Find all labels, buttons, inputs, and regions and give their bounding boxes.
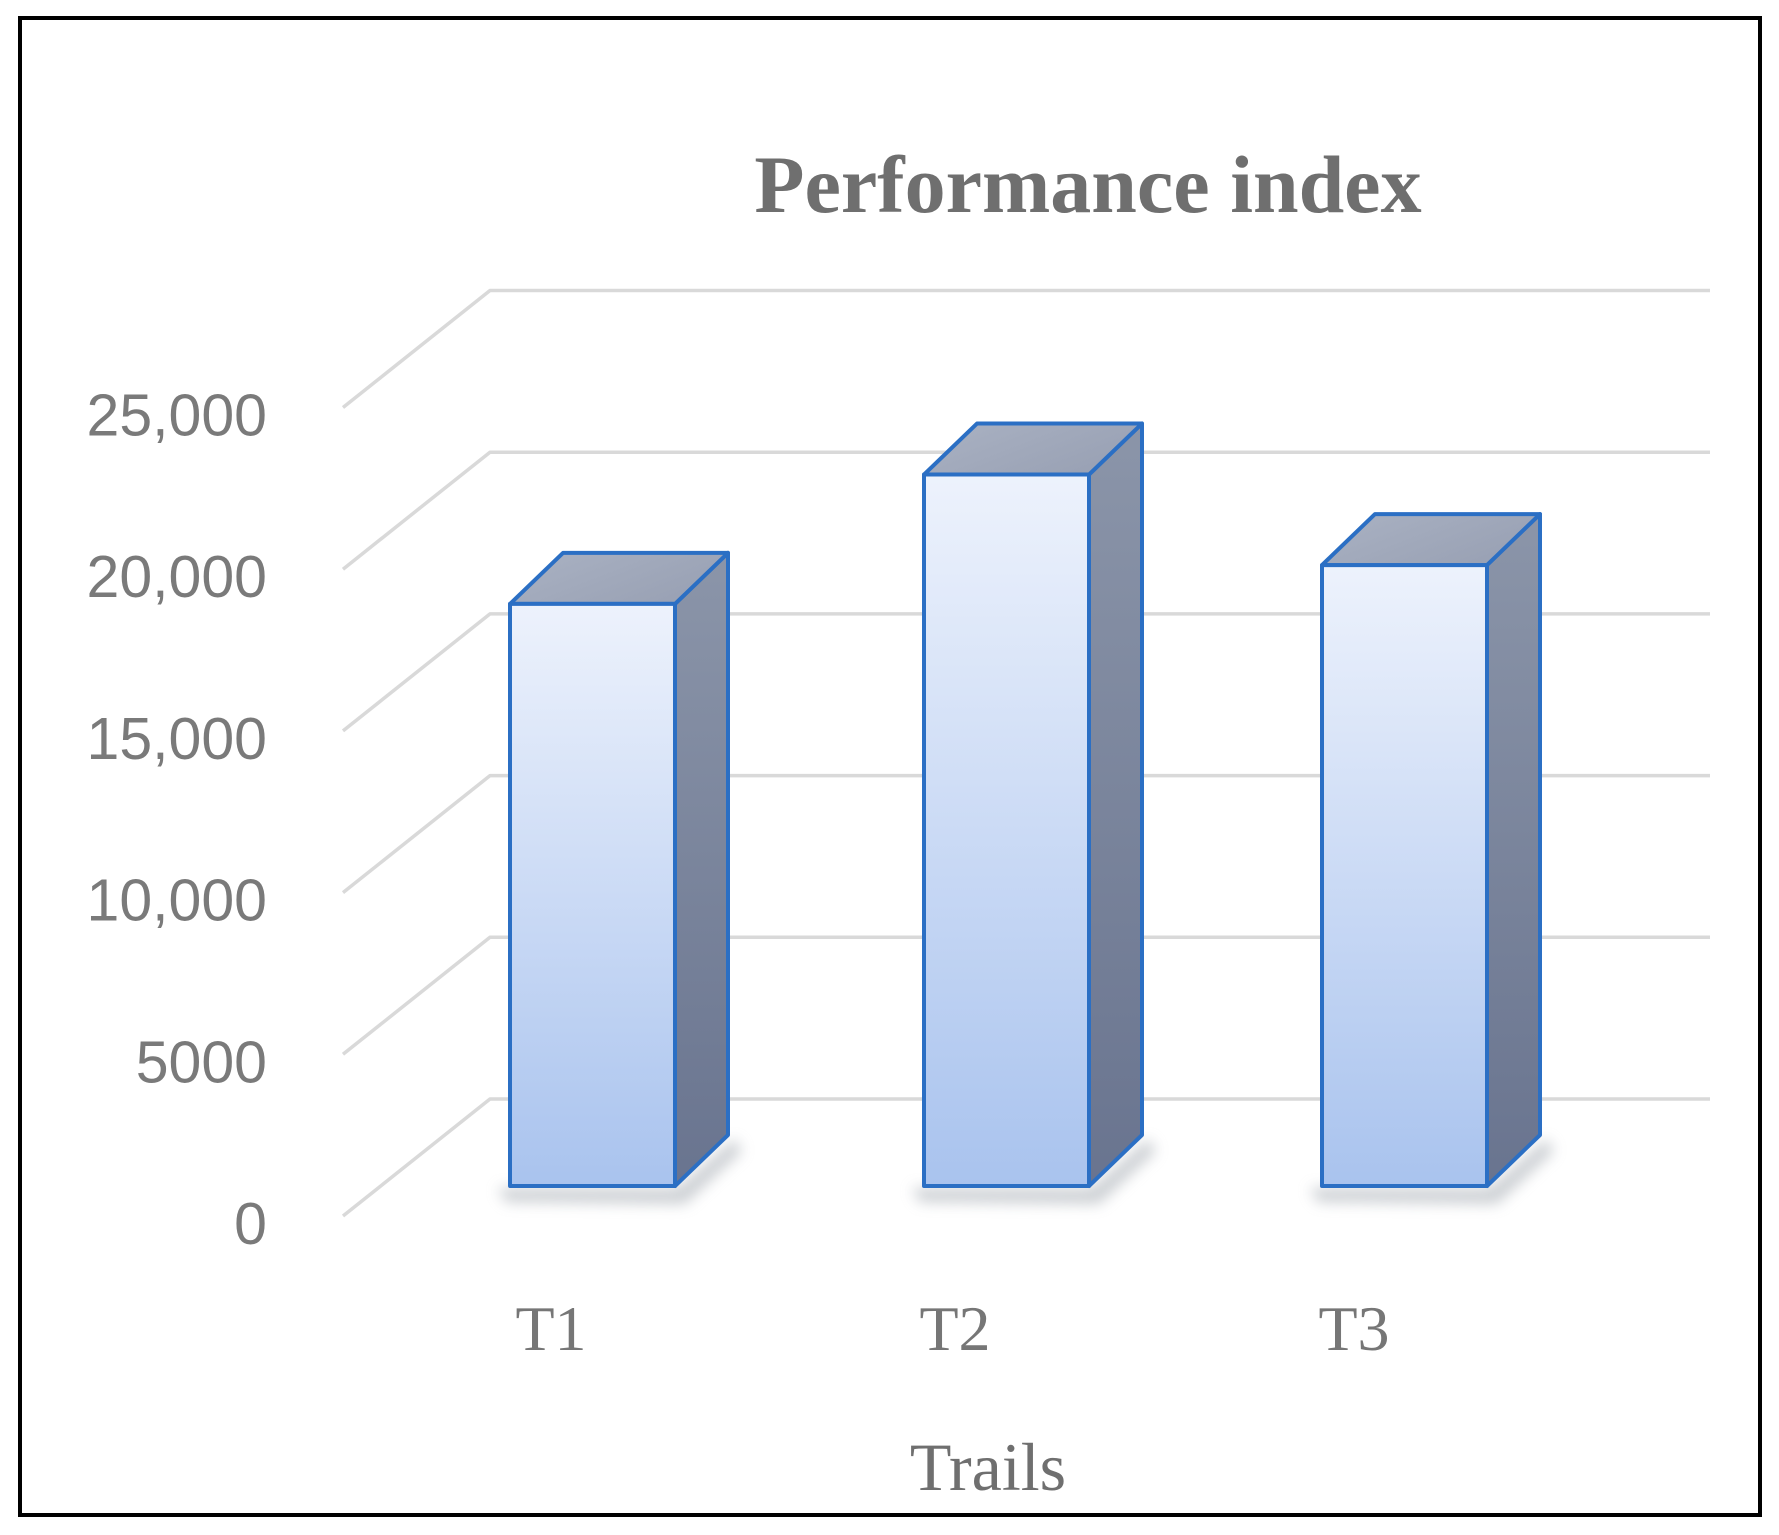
bar-side-face [673,550,730,1188]
bar-side-face [1087,421,1144,1188]
bar-t3 [1310,512,1554,1204]
x-axis-category-labels: T1 T2 T3 [515,1293,1389,1364]
y-axis-tick-labels: 25,000 20,000 15,000 10,000 5000 0 [87,383,267,1258]
bar-front-face [922,472,1091,1188]
bar-shadow [1310,1139,1554,1204]
category-label-t1: T1 [515,1293,586,1364]
y-tick-label: 10,000 [87,868,267,934]
bar-t2 [912,421,1156,1204]
category-label-t2: T2 [919,1293,990,1364]
y-tick-label: 20,000 [87,544,267,610]
gridline [341,1097,1710,1218]
gridlines [341,288,1710,1218]
bar-series [498,421,1554,1204]
bar-front-face [508,601,677,1188]
gridline [341,450,1710,571]
y-tick-label: 5000 [136,1029,267,1095]
bar-shadow [498,1139,742,1204]
gridline [341,773,1710,894]
chart-title: Performance index [754,139,1421,230]
y-tick-label: 25,000 [87,383,267,449]
bar-t1 [498,550,742,1204]
category-label-t3: T3 [1318,1293,1389,1364]
gridline [341,612,1710,733]
gridline [341,935,1710,1056]
bar-shadow [912,1139,1156,1204]
figure-frame-border [18,16,1762,1517]
bar-side-face [1485,512,1542,1188]
x-axis-title: Trails [910,1429,1066,1505]
gridline [341,288,1710,409]
bar-front-face [1320,563,1489,1188]
y-tick-label: 15,000 [87,706,267,772]
y-tick-label: 0 [234,1191,267,1257]
